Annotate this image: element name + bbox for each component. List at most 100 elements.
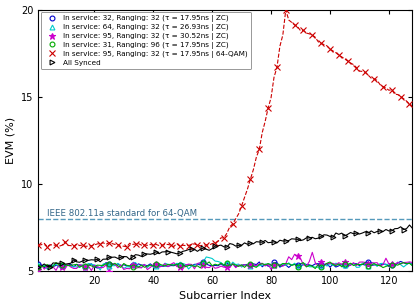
In service: 95, Ranging: 32 (τ = 17.95ns | 64-QAM): (103, 17.4): 95, Ranging: 32 (τ = 17.95ns | 64-QAM): … — [336, 53, 342, 57]
In service: 95, Ranging: 32 (τ = 30.52ns | ZC): (121, 5.38): 95, Ranging: 32 (τ = 30.52ns | ZC): (121… — [389, 262, 394, 266]
In service: 95, Ranging: 32 (τ = 30.52ns | ZC): (73, 5.32): 95, Ranging: 32 (τ = 30.52ns | ZC): (73,… — [248, 263, 253, 267]
All Synced — [354, 231, 359, 235]
In service: 95, Ranging: 32 (τ = 17.95ns | 64-QAM): (73, 10.3): 95, Ranging: 32 (τ = 17.95ns | 64-QAM): … — [248, 177, 253, 181]
All Synced — [236, 243, 241, 247]
All Synced — [307, 236, 312, 240]
In service: 95, Ranging: 32 (τ = 17.95ns | 64-QAM): (28, 6.52): 95, Ranging: 32 (τ = 17.95ns | 64-QAM): … — [115, 243, 120, 246]
All Synced — [319, 235, 324, 238]
In service: 64, Ranging: 32 (τ = 26.93ns | ZC): (49, 5.43): 64, Ranging: 32 (τ = 26.93ns | ZC): (49,… — [177, 262, 182, 266]
In service: 95, Ranging: 32 (τ = 30.52ns | ZC): (25, 4.96): 95, Ranging: 32 (τ = 30.52ns | ZC): (25,… — [107, 270, 112, 274]
All Synced — [248, 241, 253, 245]
In service: 32, Ranging: 32 (τ = 17.95ns | ZC): (113, 5.54): 32, Ranging: 32 (τ = 17.95ns | ZC): (113… — [366, 260, 371, 263]
In service: 95, Ranging: 32 (τ = 30.52ns | ZC): (113, 5.38): 95, Ranging: 32 (τ = 30.52ns | ZC): (113… — [366, 262, 371, 266]
Line: In service: 31, Ranging: 96 (τ = 17.95ns | ZC): In service: 31, Ranging: 96 (τ = 17.95ns… — [36, 260, 394, 269]
In service: 95, Ranging: 32 (τ = 17.95ns | 64-QAM): (118, 15.6): 95, Ranging: 32 (τ = 17.95ns | 64-QAM): … — [380, 85, 385, 88]
In service: 95, Ranging: 32 (τ = 17.95ns | 64-QAM): (31, 6.39): 95, Ranging: 32 (τ = 17.95ns | 64-QAM): … — [124, 245, 129, 249]
All Synced — [330, 235, 335, 239]
In service: 31, Ranging: 96 (τ = 17.95ns | ZC): (105, 5.39): 31, Ranging: 96 (τ = 17.95ns | ZC): (105… — [342, 262, 347, 266]
In service: 64, Ranging: 32 (τ = 26.93ns | ZC): (105, 5.35): 64, Ranging: 32 (τ = 26.93ns | ZC): (105… — [342, 263, 347, 267]
In service: 31, Ranging: 96 (τ = 17.95ns | ZC): (33, 5.26): 31, Ranging: 96 (τ = 17.95ns | ZC): (33,… — [130, 265, 135, 268]
In service: 64, Ranging: 32 (τ = 26.93ns | ZC): (41, 5.3): 64, Ranging: 32 (τ = 26.93ns | ZC): (41,… — [154, 264, 159, 268]
All Synced — [295, 238, 300, 241]
In service: 32, Ranging: 32 (τ = 17.95ns | ZC): (121, 5.34): 32, Ranging: 32 (τ = 17.95ns | ZC): (121… — [389, 263, 394, 267]
All Synced — [118, 255, 123, 259]
All Synced — [71, 258, 76, 262]
In service: 31, Ranging: 96 (τ = 17.95ns | ZC): (1, 5.25): 31, Ranging: 96 (τ = 17.95ns | ZC): (1, … — [36, 265, 41, 269]
In service: 95, Ranging: 32 (τ = 17.95ns | 64-QAM): (76, 12): 95, Ranging: 32 (τ = 17.95ns | 64-QAM): … — [257, 148, 262, 151]
In service: 31, Ranging: 96 (τ = 17.95ns | ZC): (121, 5.35): 31, Ranging: 96 (τ = 17.95ns | ZC): (121… — [389, 263, 394, 267]
In service: 95, Ranging: 32 (τ = 17.95ns | 64-QAM): (19, 6.45): 95, Ranging: 32 (τ = 17.95ns | 64-QAM): … — [89, 244, 94, 247]
In service: 95, Ranging: 32 (τ = 17.95ns | 64-QAM): (64, 6.9): 95, Ranging: 32 (τ = 17.95ns | 64-QAM): … — [222, 236, 227, 240]
In service: 31, Ranging: 96 (τ = 17.95ns | ZC): (25, 5.4): 31, Ranging: 96 (τ = 17.95ns | ZC): (25,… — [107, 262, 112, 266]
In service: 95, Ranging: 32 (τ = 17.95ns | 64-QAM): (106, 17): 95, Ranging: 32 (τ = 17.95ns | 64-QAM): … — [345, 59, 350, 63]
In service: 32, Ranging: 32 (τ = 17.95ns | ZC): (89, 5.37): 32, Ranging: 32 (τ = 17.95ns | ZC): (89,… — [295, 263, 300, 266]
In service: 32, Ranging: 32 (τ = 17.95ns | ZC): (41, 5.37): 32, Ranging: 32 (τ = 17.95ns | ZC): (41,… — [154, 263, 159, 266]
Line: In service: 95, Ranging: 32 (τ = 30.52ns | ZC): In service: 95, Ranging: 32 (τ = 30.52ns… — [35, 253, 395, 275]
Text: IEEE 802.11a standard for 64-QAM: IEEE 802.11a standard for 64-QAM — [47, 209, 197, 218]
In service: 64, Ranging: 32 (τ = 26.93ns | ZC): (57, 5.52): 64, Ranging: 32 (τ = 26.93ns | ZC): (57,… — [201, 260, 206, 264]
All Synced — [283, 239, 288, 243]
In service: 31, Ranging: 96 (τ = 17.95ns | ZC): (97, 5.24): 31, Ranging: 96 (τ = 17.95ns | ZC): (97,… — [319, 265, 324, 269]
In service: 32, Ranging: 32 (τ = 17.95ns | ZC): (33, 5.33): 32, Ranging: 32 (τ = 17.95ns | ZC): (33,… — [130, 263, 135, 267]
In service: 95, Ranging: 32 (τ = 17.95ns | 64-QAM): (109, 16.7): 95, Ranging: 32 (τ = 17.95ns | 64-QAM): … — [354, 66, 359, 69]
In service: 31, Ranging: 96 (τ = 17.95ns | ZC): (113, 5.26): 31, Ranging: 96 (τ = 17.95ns | ZC): (113… — [366, 265, 371, 268]
In service: 95, Ranging: 32 (τ = 17.95ns | 64-QAM): (7, 6.48): 95, Ranging: 32 (τ = 17.95ns | 64-QAM): … — [54, 243, 59, 247]
In service: 64, Ranging: 32 (τ = 26.93ns | ZC): (121, 5.4): 64, Ranging: 32 (τ = 26.93ns | ZC): (121… — [389, 262, 394, 266]
In service: 95, Ranging: 32 (τ = 17.95ns | 64-QAM): (55, 6.48): 95, Ranging: 32 (τ = 17.95ns | 64-QAM): … — [195, 243, 200, 247]
In service: 95, Ranging: 32 (τ = 17.95ns | 64-QAM): (40, 6.48): 95, Ranging: 32 (τ = 17.95ns | 64-QAM): … — [151, 243, 156, 247]
In service: 31, Ranging: 96 (τ = 17.95ns | ZC): (49, 5.32): 31, Ranging: 96 (τ = 17.95ns | ZC): (49,… — [177, 263, 182, 267]
In service: 64, Ranging: 32 (τ = 26.93ns | ZC): (9, 5.35): 64, Ranging: 32 (τ = 26.93ns | ZC): (9, … — [59, 263, 64, 267]
In service: 95, Ranging: 32 (τ = 17.95ns | 64-QAM): (100, 17.7): 95, Ranging: 32 (τ = 17.95ns | 64-QAM): … — [327, 47, 332, 51]
All Synced — [36, 265, 41, 269]
All Synced — [389, 229, 394, 233]
In service: 32, Ranging: 32 (τ = 17.95ns | ZC): (9, 5.31): 32, Ranging: 32 (τ = 17.95ns | ZC): (9, … — [59, 264, 64, 267]
In service: 95, Ranging: 32 (τ = 17.95ns | 64-QAM): (124, 15): 95, Ranging: 32 (τ = 17.95ns | 64-QAM): … — [398, 95, 403, 99]
In service: 95, Ranging: 32 (τ = 17.95ns | 64-QAM): (121, 15.4): 95, Ranging: 32 (τ = 17.95ns | 64-QAM): … — [389, 88, 394, 91]
In service: 95, Ranging: 32 (τ = 17.95ns | 64-QAM): (10, 6.68): 95, Ranging: 32 (τ = 17.95ns | 64-QAM): … — [62, 240, 67, 243]
Line: In service: 64, Ranging: 32 (τ = 26.93ns | ZC): In service: 64, Ranging: 32 (τ = 26.93ns… — [36, 260, 394, 269]
In service: 32, Ranging: 32 (τ = 17.95ns | ZC): (17, 5.23): 32, Ranging: 32 (τ = 17.95ns | ZC): (17,… — [83, 265, 88, 269]
All Synced — [95, 258, 100, 261]
In service: 95, Ranging: 32 (τ = 17.95ns | 64-QAM): (112, 16.4): 95, Ranging: 32 (τ = 17.95ns | 64-QAM): … — [363, 70, 368, 74]
In service: 32, Ranging: 32 (τ = 17.95ns | ZC): (49, 5.37): 32, Ranging: 32 (τ = 17.95ns | ZC): (49,… — [177, 263, 182, 266]
In service: 32, Ranging: 32 (τ = 17.95ns | ZC): (97, 5.33): 32, Ranging: 32 (τ = 17.95ns | ZC): (97,… — [319, 263, 324, 267]
In service: 95, Ranging: 32 (τ = 30.52ns | ZC): (97, 5.52): 95, Ranging: 32 (τ = 30.52ns | ZC): (97,… — [319, 260, 324, 264]
In service: 95, Ranging: 32 (τ = 17.95ns | 64-QAM): (88, 19.1): 95, Ranging: 32 (τ = 17.95ns | 64-QAM): … — [292, 23, 297, 27]
In service: 64, Ranging: 32 (τ = 26.93ns | ZC): (33, 5.39): 64, Ranging: 32 (τ = 26.93ns | ZC): (33,… — [130, 262, 135, 266]
All Synced — [166, 250, 171, 254]
In service: 31, Ranging: 96 (τ = 17.95ns | ZC): (17, 5.28): 31, Ranging: 96 (τ = 17.95ns | ZC): (17,… — [83, 264, 88, 268]
All Synced — [201, 246, 206, 250]
Line: In service: 95, Ranging: 32 (τ = 17.95ns | 64-QAM): In service: 95, Ranging: 32 (τ = 17.95ns… — [35, 7, 413, 250]
In service: 95, Ranging: 32 (τ = 17.95ns | 64-QAM): (43, 6.48): 95, Ranging: 32 (τ = 17.95ns | 64-QAM): … — [160, 243, 165, 247]
All Synced — [107, 255, 112, 259]
All Synced — [177, 251, 182, 255]
In service: 95, Ranging: 32 (τ = 30.52ns | ZC): (57, 5.34): 95, Ranging: 32 (τ = 30.52ns | ZC): (57,… — [201, 263, 206, 267]
All Synced — [48, 265, 53, 269]
All Synced — [213, 244, 218, 248]
In service: 95, Ranging: 32 (τ = 17.95ns | 64-QAM): (58, 6.5): 95, Ranging: 32 (τ = 17.95ns | 64-QAM): … — [204, 243, 209, 247]
In service: 32, Ranging: 32 (τ = 17.95ns | ZC): (105, 5.36): 32, Ranging: 32 (τ = 17.95ns | ZC): (105… — [342, 263, 347, 267]
In service: 95, Ranging: 32 (τ = 17.95ns | 64-QAM): (13, 6.41): 95, Ranging: 32 (τ = 17.95ns | 64-QAM): … — [71, 245, 76, 248]
In service: 95, Ranging: 32 (τ = 17.95ns | 64-QAM): (1, 6.48): 95, Ranging: 32 (τ = 17.95ns | 64-QAM): … — [36, 243, 41, 247]
All Synced — [130, 255, 135, 259]
In service: 95, Ranging: 32 (τ = 17.95ns | 64-QAM): (91, 18.8): 95, Ranging: 32 (τ = 17.95ns | 64-QAM): … — [301, 29, 306, 32]
X-axis label: Subcarrier Index: Subcarrier Index — [179, 291, 271, 301]
In service: 64, Ranging: 32 (τ = 26.93ns | ZC): (25, 5.3): 64, Ranging: 32 (τ = 26.93ns | ZC): (25,… — [107, 264, 112, 268]
In service: 64, Ranging: 32 (τ = 26.93ns | ZC): (89, 5.28): 64, Ranging: 32 (τ = 26.93ns | ZC): (89,… — [295, 264, 300, 268]
In service: 95, Ranging: 32 (τ = 17.95ns | 64-QAM): (82, 16.7): 95, Ranging: 32 (τ = 17.95ns | 64-QAM): … — [275, 66, 280, 69]
All Synced — [342, 234, 347, 238]
In service: 31, Ranging: 96 (τ = 17.95ns | ZC): (9, 5.36): 31, Ranging: 96 (τ = 17.95ns | ZC): (9, … — [59, 263, 64, 266]
In service: 95, Ranging: 32 (τ = 17.95ns | 64-QAM): (70, 8.74): 95, Ranging: 32 (τ = 17.95ns | 64-QAM): … — [239, 204, 244, 208]
In service: 64, Ranging: 32 (τ = 26.93ns | ZC): (113, 5.31): 64, Ranging: 32 (τ = 26.93ns | ZC): (113… — [366, 264, 371, 267]
All Synced — [189, 247, 194, 251]
In service: 64, Ranging: 32 (τ = 26.93ns | ZC): (17, 5.31): 64, Ranging: 32 (τ = 26.93ns | ZC): (17,… — [83, 264, 88, 267]
In service: 95, Ranging: 32 (τ = 30.52ns | ZC): (49, 5.26): 95, Ranging: 32 (τ = 30.52ns | ZC): (49,… — [177, 265, 182, 268]
In service: 95, Ranging: 32 (τ = 17.95ns | 64-QAM): (16, 6.49): 95, Ranging: 32 (τ = 17.95ns | 64-QAM): … — [80, 243, 85, 247]
All Synced — [224, 245, 229, 249]
In service: 95, Ranging: 32 (τ = 17.95ns | 64-QAM): (127, 14.6): 95, Ranging: 32 (τ = 17.95ns | 64-QAM): … — [407, 102, 412, 106]
In service: 32, Ranging: 32 (τ = 17.95ns | ZC): (81, 5.49): 32, Ranging: 32 (τ = 17.95ns | ZC): (81,… — [272, 261, 277, 264]
In service: 95, Ranging: 32 (τ = 17.95ns | 64-QAM): (97, 18.1): 95, Ranging: 32 (τ = 17.95ns | 64-QAM): … — [319, 41, 324, 45]
In service: 32, Ranging: 32 (τ = 17.95ns | ZC): (25, 5.39): 32, Ranging: 32 (τ = 17.95ns | ZC): (25,… — [107, 262, 112, 266]
Line: In service: 32, Ranging: 32 (τ = 17.95ns | ZC): In service: 32, Ranging: 32 (τ = 17.95ns… — [36, 259, 394, 270]
All Synced — [401, 228, 406, 231]
